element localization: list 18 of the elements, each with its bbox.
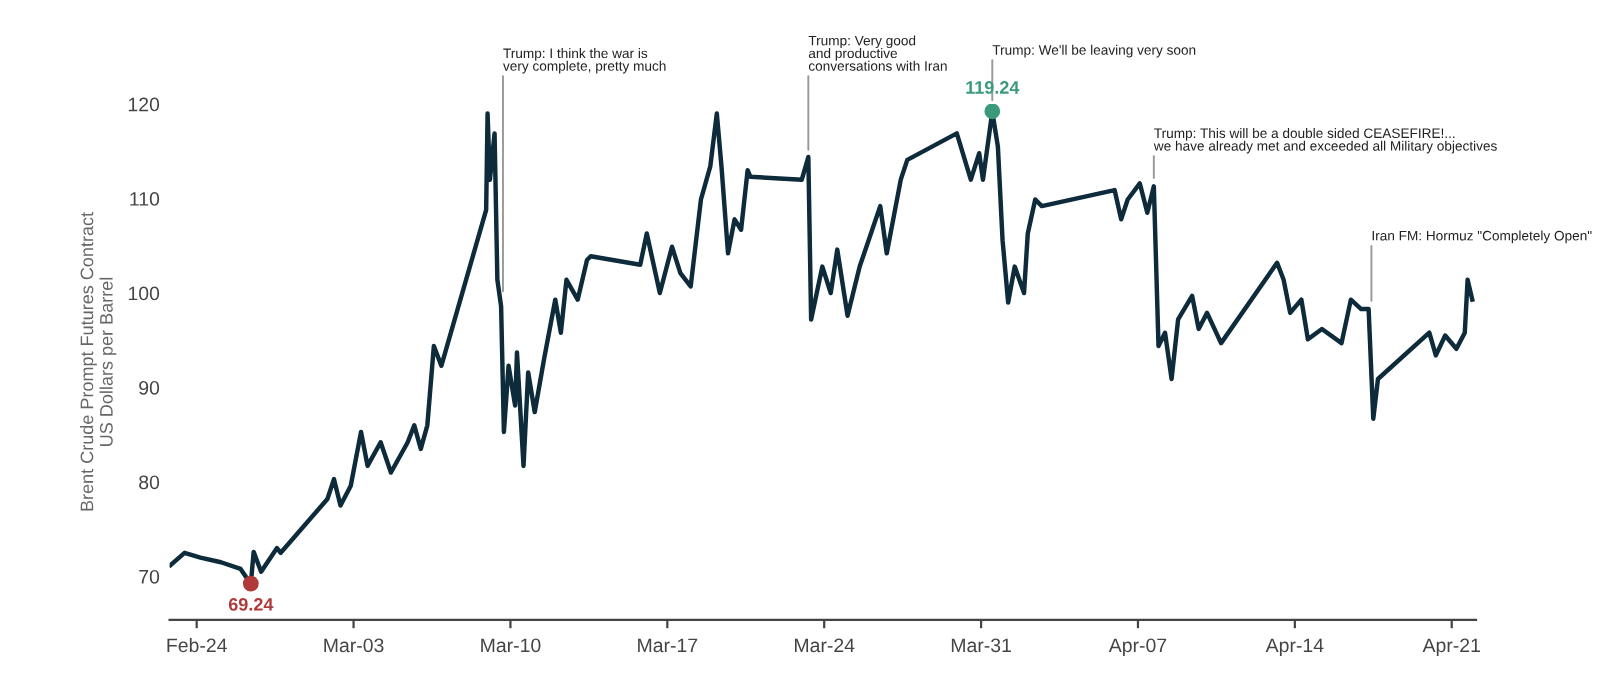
y-tick-label: 80 (139, 475, 160, 490)
x-tick-label: Mar-10 (481, 638, 541, 653)
x-tick-label: Apr-21 (1422, 638, 1480, 657)
x-tick-label: Apr-14 (1265, 638, 1324, 657)
y-tick-label: 110 (130, 192, 160, 206)
y-axis-title: Brent Crude Prompt Futures Contract US Dollars per Barrel (80, 212, 117, 511)
x-tick-label: Mar-03 (324, 638, 384, 653)
data-label: 119.24 (966, 81, 1020, 94)
y-tick-label: 120 (128, 97, 160, 112)
y-tick-label: 100 (128, 286, 160, 301)
data-label: 69.24 (228, 597, 274, 611)
x-tick-label: Feb-24 (167, 637, 227, 653)
y-tick-label: 90 (139, 380, 160, 395)
y-tick-label: 70 (139, 569, 160, 584)
x-tick-label: Mar-24 (795, 638, 855, 653)
x-tick-label: Mar-31 (951, 638, 1011, 653)
x-tick-label: Mar-17 (638, 638, 698, 653)
x-tick-label: Apr-07 (1108, 638, 1167, 657)
